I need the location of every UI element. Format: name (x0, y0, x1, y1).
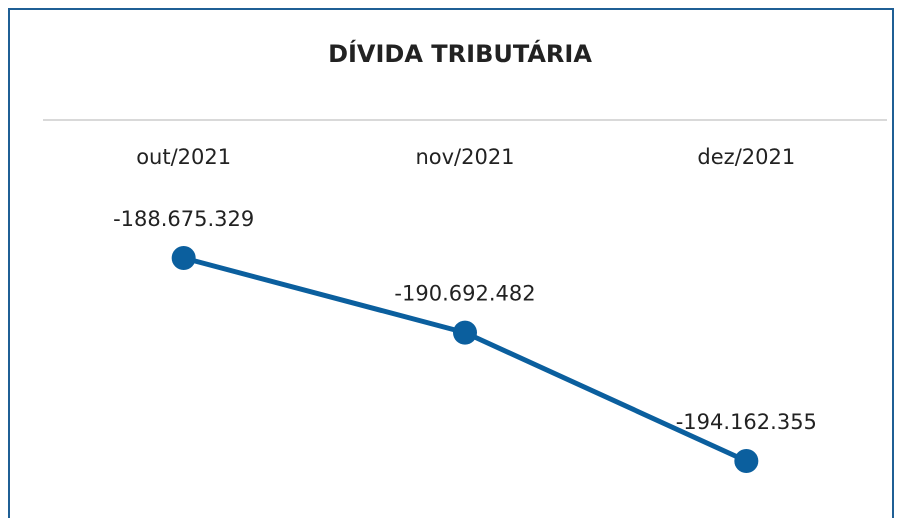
x-tick-label: nov/2021 (415, 145, 514, 169)
x-tick-label: out/2021 (136, 145, 231, 169)
card-frame (8, 8, 894, 518)
x-tick-label: dez/2021 (697, 145, 795, 169)
point (453, 320, 477, 345)
data-label: -188.675.329 (113, 207, 254, 231)
data-label: -190.692.482 (394, 282, 535, 306)
point (734, 449, 759, 473)
chart-title: DÍVIDA TRIBUTÁRIA (328, 39, 592, 68)
point (171, 246, 196, 270)
data-label: -194.162.355 (676, 410, 817, 434)
